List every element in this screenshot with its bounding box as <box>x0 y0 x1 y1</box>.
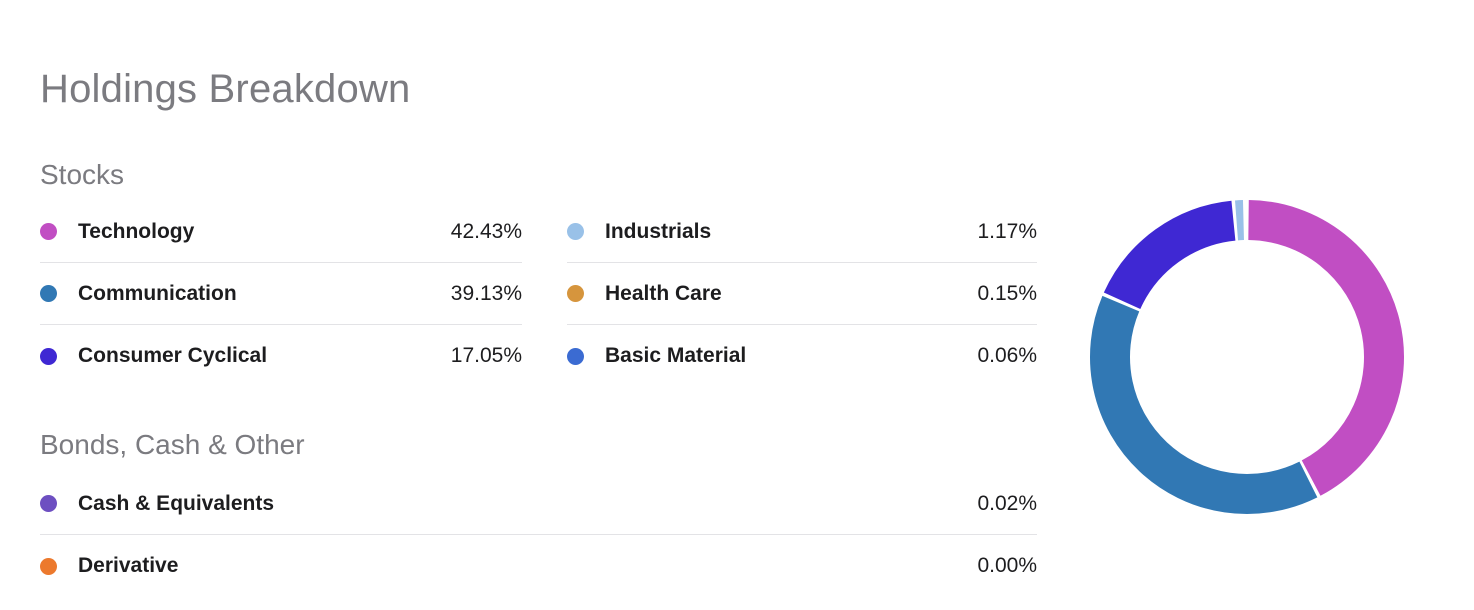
legend-value: 0.06% <box>977 344 1037 367</box>
holdings-donut-chart <box>1089 199 1405 515</box>
communication-color-dot-icon <box>40 285 57 302</box>
legend-label: Cash & Equivalents <box>78 491 275 515</box>
legend-value: 42.43% <box>450 219 522 243</box>
health-care-color-dot-icon <box>567 285 584 302</box>
stocks-legend-column-left: Technology 42.43% Communication 39.13% Consu… <box>40 201 522 387</box>
industrials-color-dot-icon <box>567 223 584 240</box>
consumer-cyclical-color-dot-icon <box>40 347 57 365</box>
donut-segment-technology <box>1247 200 1404 496</box>
technology-color-dot-icon <box>40 223 57 240</box>
cash-equivalents-color-dot-icon <box>40 495 57 512</box>
page-title: Holdings Breakdown <box>40 66 411 111</box>
legend-label: Consumer Cyclical <box>78 344 268 367</box>
donut-segment-communication <box>1090 295 1318 514</box>
legend-label: Health Care <box>605 281 722 305</box>
legend-row-health-care: Health Care 0.15% <box>567 263 1037 325</box>
section-heading-stocks: Stocks <box>40 159 125 191</box>
legend-row-basic-material: Basic Material 0.06% <box>567 325 1037 387</box>
legend-label: Derivative <box>78 554 179 577</box>
legend-label: Technology <box>78 219 195 243</box>
legend-row-communication: Communication 39.13% <box>40 263 522 325</box>
stocks-legend-grid: Technology 42.43% Communication 39.13% Consu… <box>40 201 1037 387</box>
legend-row-industrials: Industrials 1.17% <box>567 201 1037 263</box>
derivative-color-dot-icon <box>40 557 57 575</box>
legend-value: 17.05% <box>450 344 522 367</box>
legend-value: 0.15% <box>977 281 1037 305</box>
stocks-legend-column-right: Industrials 1.17% Health Care 0.15% Basic Ma… <box>567 201 1037 387</box>
legend-value: 39.13% <box>450 281 522 305</box>
legend-value: 1.17% <box>977 219 1037 243</box>
basic-material-color-dot-icon <box>567 347 584 365</box>
section-heading-bonds-cash-other: Bonds, Cash & Other <box>40 429 305 461</box>
legend-value: 0.02% <box>977 491 1037 515</box>
bonds-cash-other-legend-list: Cash & Equivalents 0.02% Derivative 0.00% <box>40 473 1037 597</box>
legend-row-technology: Technology 42.43% <box>40 201 522 263</box>
legend-label: Basic Material <box>605 344 747 367</box>
legend-row-cash-equivalents: Cash & Equivalents 0.02% <box>40 473 1037 535</box>
legend-label: Communication <box>78 281 237 305</box>
legend-row-consumer-cyclical: Consumer Cyclical 17.05% <box>40 325 522 387</box>
legend-row-derivative: Derivative 0.00% <box>40 535 1037 597</box>
legend-value: 0.00% <box>977 554 1037 577</box>
donut-segment-consumer-cyclical <box>1103 200 1236 310</box>
legend-label: Industrials <box>605 219 712 243</box>
